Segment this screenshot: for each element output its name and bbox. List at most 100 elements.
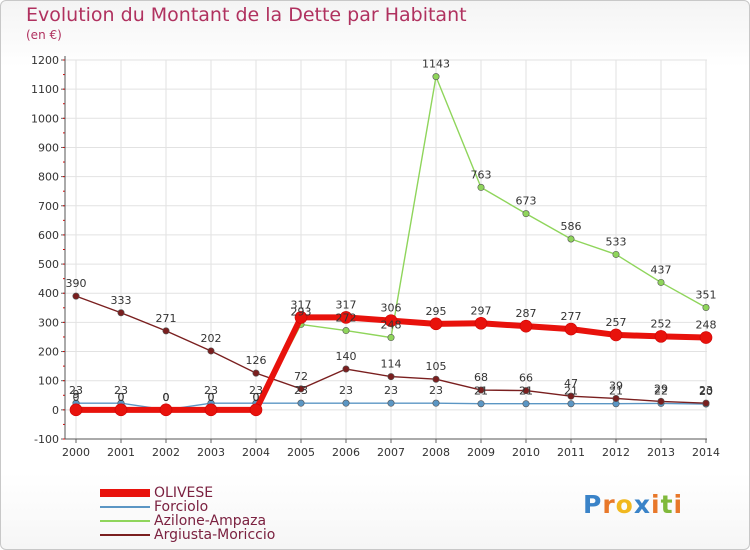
argiusta-moriccio-point [117, 309, 125, 317]
data-label: 72 [294, 370, 308, 383]
olivese-point [699, 331, 713, 344]
data-label: 293 [291, 305, 312, 318]
data-label: 23 [69, 384, 83, 397]
legend-swatch [100, 506, 150, 508]
olivese-point [474, 316, 488, 330]
data-label: 673 [516, 195, 537, 208]
data-label: 0 [208, 391, 215, 404]
argiusta-moriccio-point [432, 375, 440, 383]
y-tick-label: 800 [38, 171, 59, 184]
data-label: 271 [156, 312, 177, 325]
forciolo-point [477, 400, 485, 408]
data-label: 68 [474, 371, 488, 384]
x-tick-label: 2001 [107, 446, 135, 459]
data-label: 9 [73, 388, 80, 401]
x-tick-label: 2011 [557, 446, 585, 459]
argiusta-moriccio-point [657, 397, 665, 405]
data-label: 20 [699, 385, 713, 398]
data-label: 0 [118, 391, 125, 404]
x-tick-label: 2009 [467, 446, 495, 459]
data-label: 29 [654, 382, 668, 395]
y-tick-label: 500 [38, 258, 59, 271]
data-label: 317 [336, 298, 357, 311]
data-label: 21 [519, 385, 533, 398]
azilone-ampaza-point [612, 250, 620, 258]
argiusta-moriccio-point [297, 385, 305, 393]
olivese-point [429, 317, 443, 331]
azilone-ampaza-point [342, 327, 350, 335]
argiusta-moriccio-point [612, 394, 620, 402]
azilone-ampaza-point [567, 235, 575, 243]
argiusta-moriccio-point [477, 386, 485, 394]
data-label: 126 [246, 354, 267, 367]
argiusta-moriccio-point [342, 365, 350, 373]
data-label: 297 [471, 304, 492, 317]
olivese-point [204, 403, 218, 417]
data-label: 248 [381, 319, 402, 332]
data-label: 390 [66, 277, 87, 290]
olivese-point [159, 403, 173, 417]
data-label: 23 [699, 384, 713, 397]
data-label: 23 [249, 384, 263, 397]
legend-label: OLIVESE [154, 485, 214, 501]
argiusta-moriccio-point [207, 347, 215, 355]
y-tick-label: 300 [38, 316, 59, 329]
data-label: 47 [564, 377, 578, 390]
legend-label: Forciolo [154, 499, 209, 515]
olivese-point [609, 328, 623, 342]
legend-swatch [100, 534, 150, 536]
forciolo-point [297, 399, 305, 407]
x-tick-label: 2007 [377, 446, 405, 459]
data-label: 140 [336, 350, 357, 363]
argiusta-moriccio-point [72, 292, 80, 300]
x-tick-label: 2004 [242, 446, 270, 459]
data-label: 23 [339, 384, 353, 397]
data-label: 23 [429, 384, 443, 397]
data-label: 248 [696, 319, 717, 332]
data-label: 114 [381, 358, 402, 371]
y-tick-label: 200 [38, 346, 59, 359]
chart-subtitle: (en €) [26, 28, 62, 42]
y-tick-label: 600 [38, 229, 59, 242]
forciolo-point [432, 399, 440, 407]
data-label: 1143 [422, 58, 450, 71]
y-tick-label: 1100 [31, 83, 59, 96]
data-label: 0 [163, 391, 170, 404]
olivese-point [654, 330, 668, 343]
chart-title: Evolution du Montant de la Dette par Hab… [26, 4, 467, 26]
data-label: 295 [426, 305, 447, 318]
data-label: 23 [384, 384, 398, 397]
data-label: 23 [114, 384, 128, 397]
olivese-point [114, 403, 128, 417]
x-tick-label: 2006 [332, 446, 360, 459]
data-label: 306 [381, 302, 402, 315]
argiusta-moriccio-point [162, 327, 170, 335]
argiusta-moriccio-point [567, 392, 575, 400]
data-label: 21 [474, 385, 488, 398]
legend-swatch [100, 520, 150, 522]
data-label: 21 [609, 385, 623, 398]
proxiti-logo: Proxiti [583, 490, 684, 519]
y-tick-label: 1200 [31, 54, 59, 67]
data-label: 763 [471, 168, 492, 181]
data-label: 0 [163, 391, 170, 404]
olivese-point [294, 311, 308, 324]
azilone-ampaza-point [477, 183, 485, 191]
data-label: 277 [561, 310, 582, 323]
data-label: 0 [253, 391, 260, 404]
data-label: 0 [208, 391, 215, 404]
data-label: 317 [291, 298, 312, 311]
olivese-point [339, 311, 353, 324]
data-label: 202 [201, 332, 222, 345]
olivese-point [564, 322, 578, 336]
olivese-point [69, 403, 83, 417]
argiusta-moriccio-point [252, 369, 260, 377]
data-label: 437 [651, 263, 672, 276]
azilone-ampaza-point [657, 278, 665, 286]
data-label: 257 [606, 316, 627, 329]
data-label: 252 [651, 317, 672, 330]
legend-label: Azilone-Ampaza [154, 513, 267, 529]
x-tick-label: 2012 [602, 446, 630, 459]
